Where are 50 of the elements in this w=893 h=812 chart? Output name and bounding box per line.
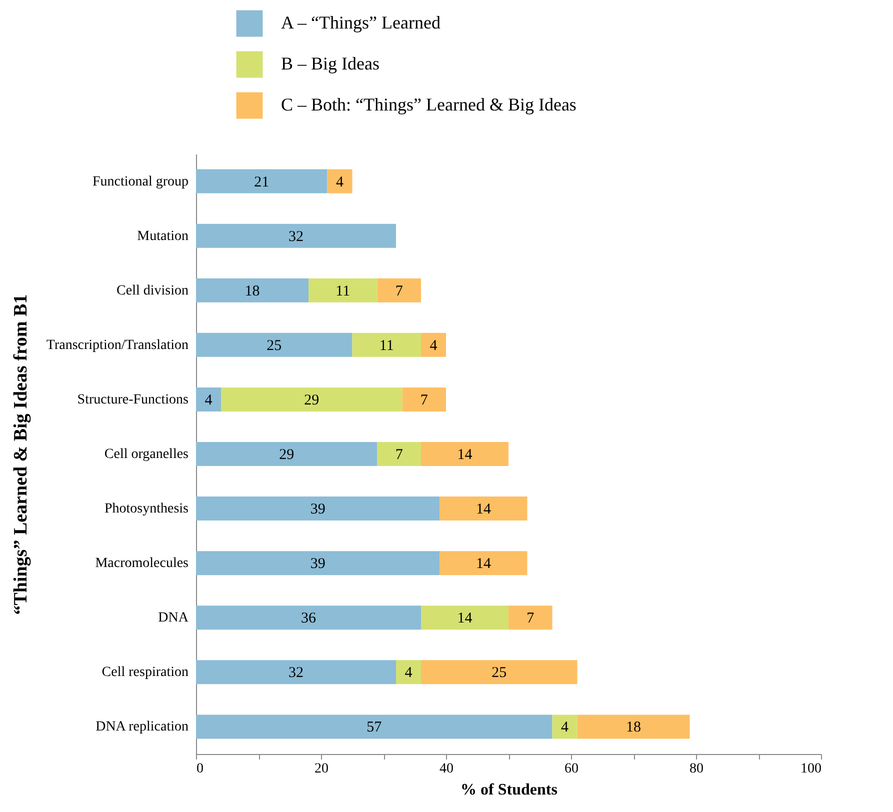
data-label: 14	[457, 610, 473, 627]
legend-label: B – Big Ideas	[281, 54, 380, 74]
data-label: 4	[561, 720, 569, 736]
x-tick-label: 40	[440, 762, 454, 776]
data-label: 21	[254, 174, 270, 190]
data-label: 32	[288, 665, 304, 682]
y-tick-label: Photosynthesis	[104, 502, 188, 517]
x-tick-label: 80	[690, 762, 704, 776]
data-label: 36	[301, 610, 316, 627]
y-axis-title: “Things” Learned & Big Ideas from B1	[10, 294, 32, 615]
y-tick-label: Mutation	[137, 228, 188, 244]
data-label: 11	[379, 338, 394, 354]
data-label: 57	[366, 720, 382, 736]
y-tick-label: Functional group	[92, 174, 188, 190]
y-tick-label: Structure-Functions	[77, 392, 188, 408]
x-tick-label: 20	[314, 762, 328, 776]
data-label: 25	[266, 338, 282, 354]
data-label: 4	[404, 665, 413, 682]
y-tick-label: Cell respiration	[102, 665, 188, 680]
legend-label: A – “Things” Learned	[281, 12, 440, 32]
y-tick-label: Transcription/Translation	[46, 338, 188, 353]
x-tick-label: 60	[564, 762, 578, 776]
data-label: 18	[626, 720, 641, 736]
data-label: 18	[244, 283, 260, 300]
y-tick-label: Cell organelles	[104, 447, 188, 462]
data-label: 4	[336, 174, 344, 190]
y-tick-label: Macromolecules	[95, 556, 188, 572]
data-label: 7	[420, 392, 428, 408]
data-label: 4	[430, 338, 438, 354]
x-tick-label: 0	[196, 762, 204, 776]
y-tick-label: DNA replication	[96, 720, 188, 735]
legend-label: C – Both: “Things” Learned & Big Ideas	[281, 94, 576, 114]
data-label: 7	[395, 283, 404, 300]
data-label: 39	[310, 502, 326, 518]
data-label: 29	[279, 447, 294, 463]
x-tick-label: 100	[800, 762, 822, 776]
data-label: 14	[457, 447, 473, 463]
x-axis-title: % of Students	[460, 782, 558, 798]
y-tick-label: Cell division	[116, 283, 188, 298]
data-label: 11	[336, 283, 350, 300]
data-label: 32	[288, 228, 304, 245]
data-label: 7	[526, 610, 535, 627]
data-label: 29	[304, 392, 320, 408]
data-label: 14	[476, 556, 492, 572]
data-label: 25	[492, 665, 507, 682]
data-label: 4	[204, 392, 213, 408]
data-label: 14	[476, 502, 492, 518]
data-label: 7	[395, 447, 404, 463]
y-tick-label: DNA	[158, 610, 190, 626]
data-label: 39	[310, 556, 326, 572]
